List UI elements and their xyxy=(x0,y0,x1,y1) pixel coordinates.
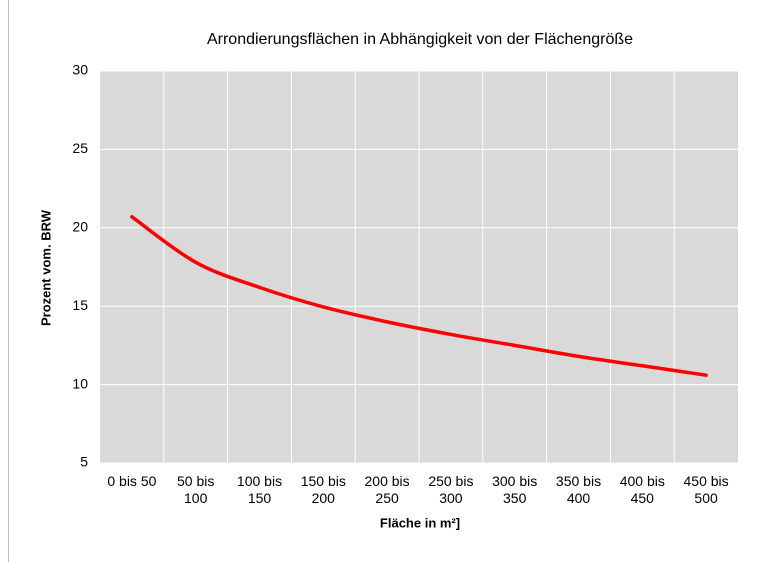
y-tick-label: 20 xyxy=(72,219,88,235)
x-tick-label: 100 bis 150 xyxy=(236,473,283,506)
y-tick-label: 5 xyxy=(80,454,88,470)
y-tick-label: 25 xyxy=(72,140,88,156)
y-tick-label: 15 xyxy=(72,297,88,313)
x-tick-label: 450 bis 500 xyxy=(683,473,729,506)
x-tick-label: 300 bis 350 xyxy=(492,473,538,506)
y-axis-label: Prozent vom. BRW xyxy=(38,209,53,326)
y-tick-label: 10 xyxy=(72,375,88,391)
x-tick-label: 250 bis 300 xyxy=(428,473,474,506)
x-tick-label: 400 bis 450 xyxy=(619,473,665,506)
x-tick-label: 200 bis 250 xyxy=(364,473,410,506)
x-tick-label: 0 bis 50 xyxy=(107,473,157,489)
chart-title: Arrondierungsflächen in Abhängigkeit von… xyxy=(207,31,633,48)
x-axis-label: Fläche in m²] xyxy=(380,515,460,530)
x-tick-label: 350 bis 400 xyxy=(555,473,602,506)
data-line xyxy=(130,215,708,377)
y-tick-label: 30 xyxy=(72,62,88,78)
x-tick-label: 150 bis 200 xyxy=(300,473,346,506)
x-tick-label: 50 bis 100 xyxy=(177,473,215,506)
